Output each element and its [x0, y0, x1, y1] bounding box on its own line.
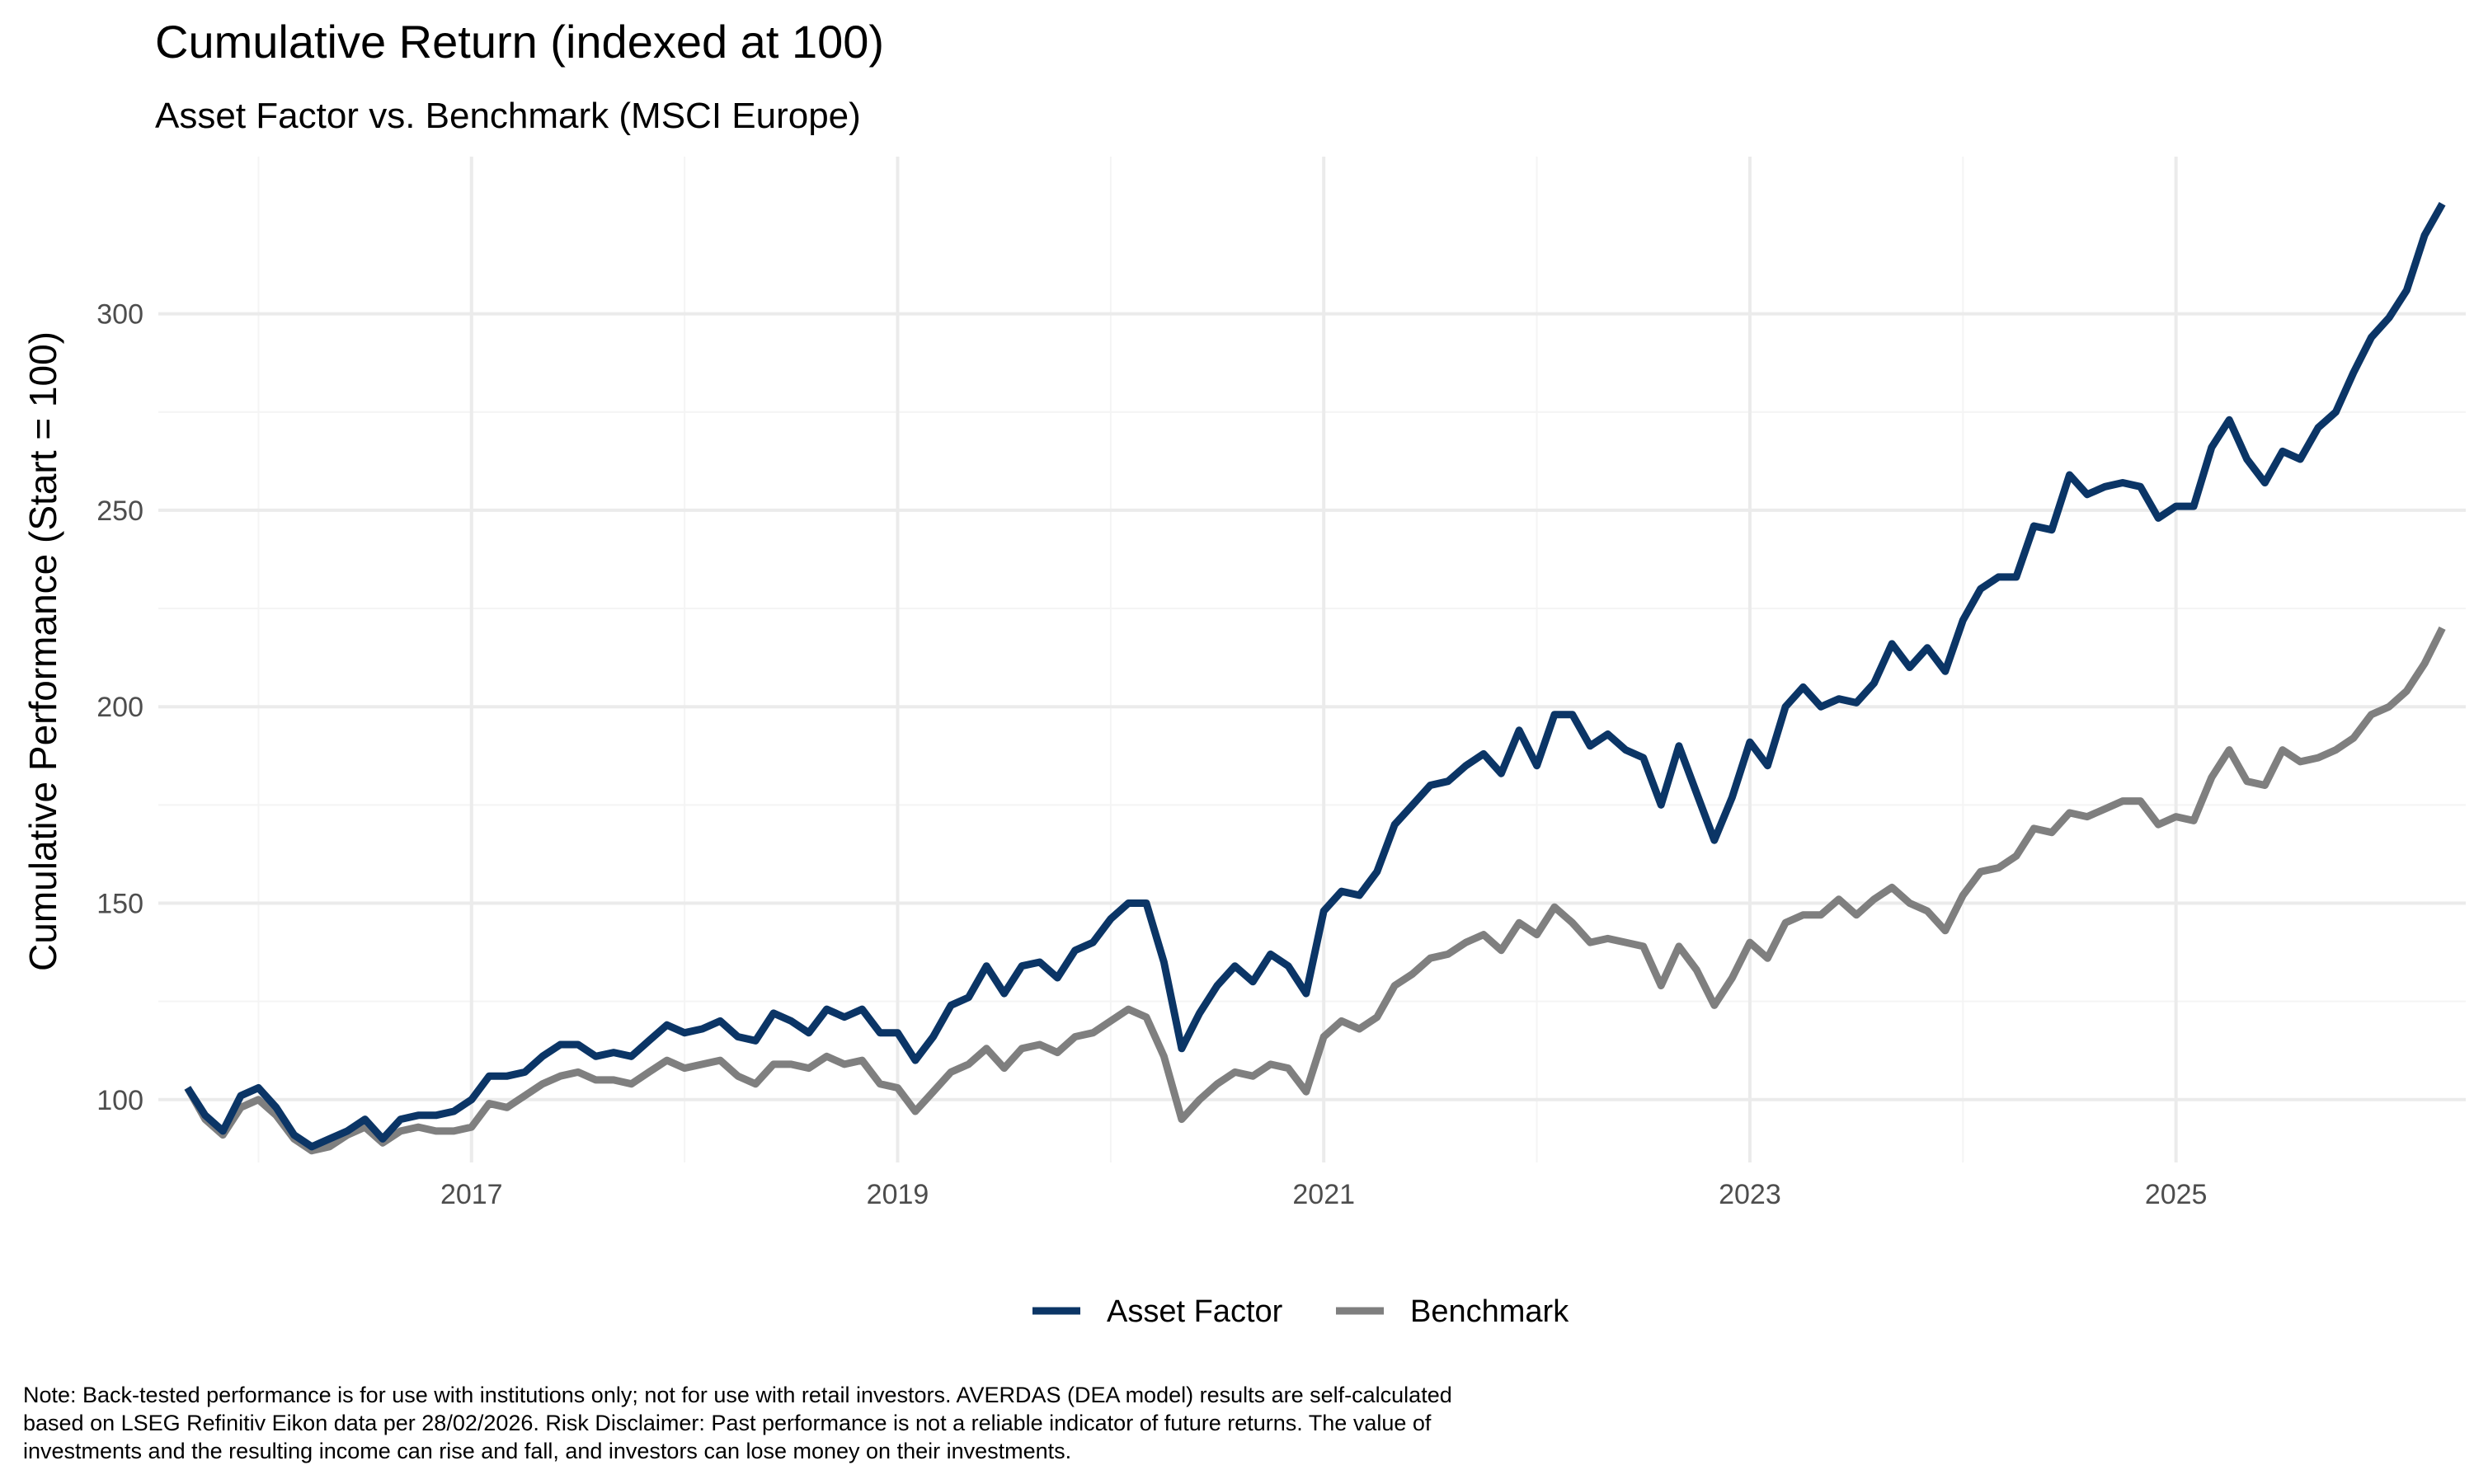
gridlines [158, 157, 2466, 1162]
y-tick-label: 250 [96, 495, 143, 527]
x-tick-label: 2021 [1292, 1179, 1355, 1210]
y-tick-label: 100 [96, 1085, 143, 1116]
x-axis-ticks: 2017 2019 2021 2023 2025 [440, 1179, 2207, 1210]
x-tick-label: 2023 [1719, 1179, 1781, 1210]
x-tick-label: 2025 [2145, 1179, 2208, 1210]
series-lines [184, 201, 2446, 1155]
series-line-benchmark [184, 626, 2446, 1155]
legend: Asset Factor Benchmark [1032, 1294, 1569, 1329]
y-tick-label: 300 [96, 299, 143, 331]
x-tick-label: 2017 [440, 1179, 503, 1210]
footnote-line-1: Note: Back-tested performance is for use… [23, 1383, 1452, 1407]
x-tick-label: 2019 [867, 1179, 929, 1210]
legend-label-asset-factor: Asset Factor [1107, 1294, 1283, 1329]
chart-title: Cumulative Return (indexed at 100) [155, 16, 884, 68]
footnote-line-3: investments and the resulting income can… [23, 1439, 1071, 1463]
y-axis-label: Cumulative Performance (Start = 100) [21, 331, 64, 971]
chart-subtitle: Asset Factor vs. Benchmark (MSCI Europe) [155, 96, 861, 136]
y-axis-ticks: 100 150 200 250 300 [96, 299, 143, 1116]
y-tick-label: 150 [96, 888, 143, 919]
footnote-line-2: based on LSEG Refinitiv Eikon data per 2… [23, 1411, 1432, 1435]
series-line-asset-factor [184, 201, 2446, 1151]
footnote: Note: Back-tested performance is for use… [23, 1383, 1452, 1463]
y-tick-label: 200 [96, 692, 143, 723]
legend-label-benchmark: Benchmark [1410, 1294, 1569, 1329]
